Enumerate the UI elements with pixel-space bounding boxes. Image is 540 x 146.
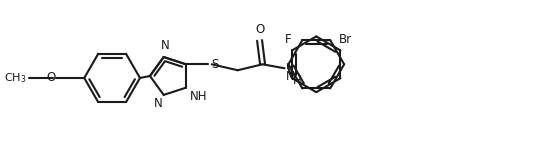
Text: S: S (211, 58, 218, 71)
Text: N: N (161, 39, 170, 52)
Text: Br: Br (339, 33, 352, 46)
Text: N: N (286, 70, 294, 83)
Text: N: N (154, 97, 163, 110)
Text: O: O (255, 23, 264, 36)
Text: H: H (292, 74, 301, 87)
Text: NH: NH (190, 90, 207, 103)
Text: F: F (285, 33, 292, 46)
Text: O: O (46, 72, 56, 85)
Text: CH$_3$: CH$_3$ (4, 71, 26, 85)
